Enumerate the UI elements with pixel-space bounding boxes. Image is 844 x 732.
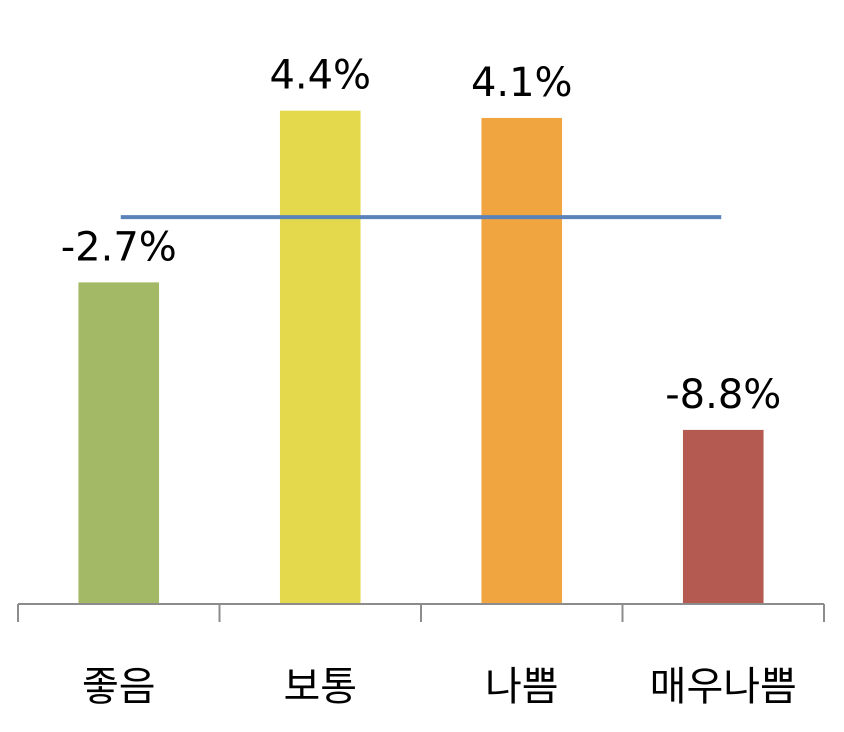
data-label-2: 4.4% — [269, 53, 371, 99]
data-label-4: -8.8% — [665, 372, 781, 418]
x-tick-label-3: 나쁨 — [485, 664, 559, 710]
data-labels-group: -2.7% 4.4% 4.1% -8.8% — [61, 53, 782, 418]
x-tick-label-2: 보통 — [283, 664, 357, 710]
x-tick-labels-group: 좋음 보통 나쁨 매우나쁨 — [82, 664, 797, 710]
x-axis — [17, 603, 825, 622]
bar-4 — [682, 429, 764, 604]
x-tick-label-4: 매우나쁨 — [650, 664, 797, 710]
bar-3 — [481, 117, 563, 604]
data-label-1: -2.7% — [61, 224, 177, 270]
bar-2 — [279, 110, 361, 604]
bars-group — [78, 110, 764, 604]
x-tick-label-1: 좋음 — [82, 664, 156, 710]
bar-1 — [78, 282, 160, 604]
data-label-3: 4.1% — [471, 60, 573, 106]
